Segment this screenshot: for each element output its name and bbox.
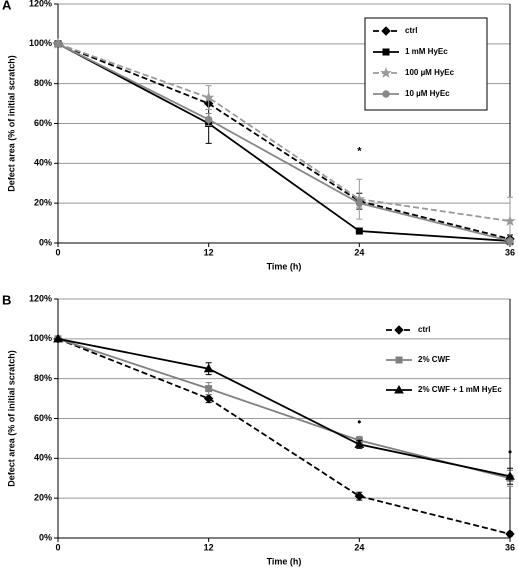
legend-label: 10 µM HyEc (405, 89, 450, 98)
legend-label: ctrl (405, 26, 417, 35)
y-tick-label: 20% (34, 198, 52, 208)
marker (355, 227, 363, 235)
marker (204, 115, 213, 124)
legend-marker (382, 48, 390, 56)
y-tick-label: 100% (29, 333, 52, 343)
x-tick-label: 0 (55, 542, 60, 552)
legend-marker (395, 356, 403, 364)
series-line (57, 337, 511, 535)
series-line (57, 42, 511, 240)
x-tick-label: 24 (354, 247, 364, 257)
panel-label: B (2, 292, 11, 307)
y-tick-label: 0% (39, 237, 52, 247)
y-tick-label: 60% (34, 413, 52, 423)
legend-label: ctrl (418, 325, 430, 334)
y-tick-label: 120% (29, 293, 52, 303)
x-axis-title: Time (h) (267, 556, 302, 566)
marker (53, 333, 63, 343)
x-tick-label: 12 (204, 247, 214, 257)
x-tick-label: 12 (204, 542, 214, 552)
y-tick-label: 120% (29, 0, 52, 8)
y-tick-label: 60% (34, 118, 52, 128)
series-line (57, 42, 511, 222)
legend-label: 100 µM HyEc (405, 68, 455, 77)
legend-label: 2% CWF (418, 355, 450, 364)
y-tick-label: 0% (39, 532, 52, 542)
annotation: * (357, 145, 362, 157)
series-line (57, 337, 511, 478)
marker (202, 91, 215, 103)
marker (504, 215, 516, 226)
annotation: • (357, 416, 361, 428)
marker (355, 199, 364, 207)
x-tick-label: 0 (55, 247, 60, 257)
y-tick-label: 80% (34, 373, 52, 383)
marker (54, 40, 62, 48)
marker (205, 385, 213, 393)
marker (505, 471, 515, 480)
legend-marker (394, 384, 404, 394)
y-axis-title: Defect area (% of initial scratch) (6, 55, 16, 192)
panel: A Defect area (% of initial scratch) Time … (2, 0, 516, 271)
panel-label: A (2, 0, 12, 12)
series-line (57, 43, 511, 242)
marker (354, 491, 365, 501)
legend-label: 2% CWF + 1 mM HyEc (418, 385, 502, 394)
y-axis-title: Defect area (% of initial scratch) (6, 350, 16, 487)
y-tick-label: 100% (29, 38, 52, 48)
series-line (57, 43, 511, 242)
x-tick-label: 36 (505, 247, 515, 257)
marker (203, 363, 214, 373)
legend-marker (380, 66, 392, 78)
annotation: • (508, 446, 512, 458)
marker (506, 237, 514, 245)
legend-label: 1 mM HyEc (405, 47, 448, 56)
x-tick-label: 24 (354, 542, 364, 552)
marker (505, 529, 515, 539)
y-tick-label: 40% (34, 158, 52, 168)
series-line (57, 337, 511, 480)
legend-marker (381, 26, 391, 36)
y-tick-label: 40% (34, 453, 52, 463)
y-tick-label: 80% (34, 78, 52, 88)
legend-marker (382, 90, 390, 98)
legend-marker (394, 325, 404, 335)
panel: B Defect area (% of initial scratch) Time … (2, 292, 515, 566)
x-tick-label: 36 (505, 542, 515, 552)
marker (203, 393, 214, 404)
y-tick-label: 20% (34, 493, 52, 503)
marker (354, 439, 365, 448)
x-axis-title: Time (h) (267, 261, 302, 271)
